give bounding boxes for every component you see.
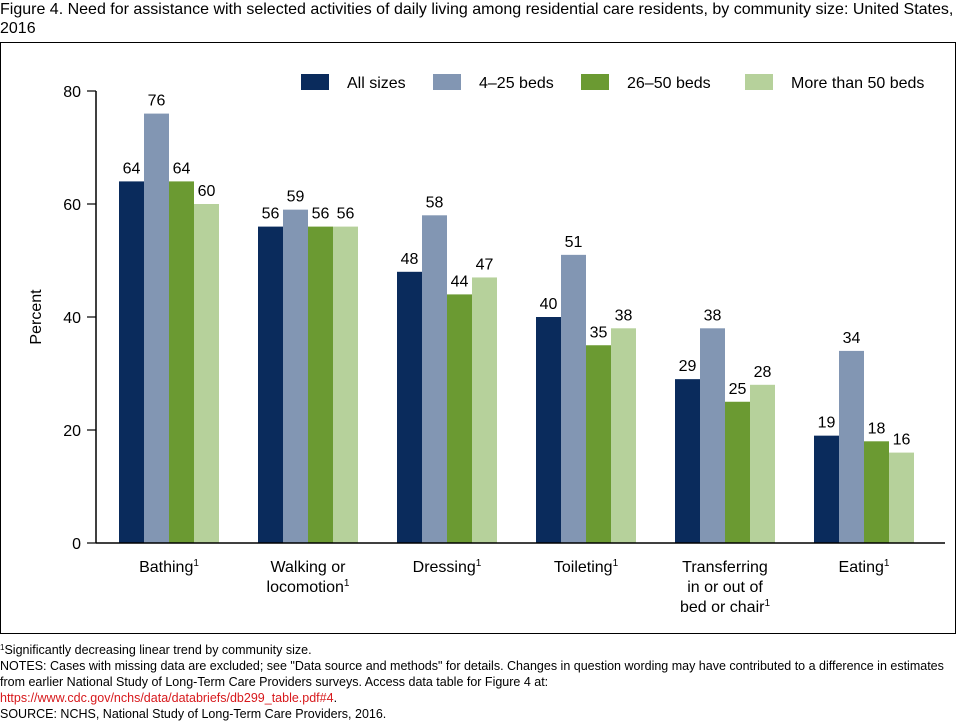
bar-more-than-50-beds — [889, 452, 914, 543]
trend-footnote: 1Significantly decreasing linear trend b… — [0, 640, 958, 658]
bar-value-label: 47 — [476, 256, 494, 273]
figure-title: Figure 4. Need for assistance with selec… — [0, 1, 954, 37]
legend-swatch-4-25-beds — [433, 74, 461, 90]
bar-value-label: 38 — [704, 307, 722, 324]
bar-all-sizes — [536, 317, 561, 543]
notes-text: NOTES: Cases with missing data are exclu… — [0, 658, 958, 706]
legend-label-all-sizes: All sizes — [347, 75, 406, 92]
bar-value-label: 40 — [540, 296, 558, 313]
y-tick-label: 40 — [63, 310, 81, 327]
bar-all-sizes — [119, 181, 144, 543]
x-category-label: Toileting1 — [554, 558, 619, 576]
bar-value-label: 64 — [173, 160, 191, 177]
legend-swatch-all-sizes — [301, 74, 329, 90]
legend-label-more-than-50-beds: More than 50 beds — [791, 75, 924, 92]
bar-4-25-beds — [144, 113, 169, 543]
bar-more-than-50-beds — [472, 277, 497, 543]
chart-frame: All sizes 4–25 beds 26–50 beds More than 50… — [0, 42, 956, 634]
bar-value-label: 19 — [818, 415, 836, 432]
notes-body: NOTES: Cases with missing data are exclu… — [0, 659, 944, 689]
bar-26-50-beds — [725, 401, 750, 543]
bar-26-50-beds — [169, 181, 194, 543]
x-category-label: Walking or — [271, 559, 347, 576]
footnote-marker: 1 — [0, 643, 5, 652]
y-axis: 0 20 40 60 80 Percent — [28, 84, 97, 553]
bar-value-label: 29 — [679, 358, 697, 375]
x-category-label: in or out of — [687, 579, 763, 596]
bar-all-sizes — [258, 226, 283, 543]
bar-26-50-beds — [586, 345, 611, 543]
bar-value-label: 44 — [451, 273, 469, 290]
bar-4-25-beds — [700, 328, 725, 543]
legend-swatch-more-than-50-beds — [745, 74, 773, 90]
bar-value-label: 51 — [565, 234, 583, 251]
bar-more-than-50-beds — [194, 204, 219, 543]
bar-value-label: 34 — [843, 330, 861, 347]
source-text: SOURCE: NCHS, National Study of Long-Ter… — [0, 707, 387, 721]
bar-4-25-beds — [839, 350, 864, 543]
trend-footnote-text: Significantly decreasing linear trend by… — [4, 643, 312, 657]
link-suffix: . — [333, 691, 338, 705]
bar-value-label: 25 — [729, 381, 747, 398]
bar-26-50-beds — [447, 294, 472, 543]
bar-value-label: 18 — [868, 420, 886, 437]
y-tick-label: 20 — [63, 423, 81, 440]
bar-value-label: 35 — [590, 324, 608, 341]
legend-label-4-25-beds: 4–25 beds — [479, 75, 554, 92]
bar-more-than-50-beds — [333, 226, 358, 543]
legend-swatch-26-50-beds — [581, 74, 609, 90]
bars: 64 76 64 60 56 59 56 56 48 58 44 47 40 51 35 38 29 38 25 28… — [119, 93, 914, 544]
x-category-label: Bathing1 — [139, 558, 199, 576]
bar-value-label: 16 — [893, 432, 911, 449]
bar-value-label: 64 — [123, 160, 141, 177]
bar-more-than-50-beds — [750, 384, 775, 543]
y-tick-label: 0 — [72, 536, 81, 553]
x-category-label: Dressing1 — [413, 558, 482, 576]
bar-all-sizes — [675, 379, 700, 543]
footnotes: 1Significantly decreasing linear trend b… — [0, 640, 958, 722]
bar-26-50-beds — [864, 441, 889, 543]
bar-26-50-beds — [308, 226, 333, 543]
legend-label-26-50-beds: 26–50 beds — [627, 75, 711, 92]
bar-value-label: 60 — [198, 183, 216, 200]
bar-chart: All sizes 4–25 beds 26–50 beds More than 50… — [28, 74, 945, 616]
y-tick-label: 80 — [63, 84, 81, 101]
bar-value-label: 76 — [148, 93, 166, 110]
bar-all-sizes — [814, 435, 839, 543]
bar-all-sizes — [397, 271, 422, 543]
x-axis: Bathing1 Walking or locomotion1 Dressing1 To… — [96, 542, 945, 616]
bar-value-label: 56 — [337, 206, 355, 223]
x-category-label: Transferring — [682, 559, 768, 576]
legend: All sizes 4–25 beds 26–50 beds More than 50… — [301, 74, 924, 92]
bar-4-25-beds — [283, 209, 308, 543]
y-axis-label: Percent — [28, 289, 45, 345]
bar-value-label: 38 — [615, 307, 633, 324]
bar-value-label: 58 — [426, 194, 444, 211]
x-category-label: locomotion1 — [267, 578, 350, 596]
bar-more-than-50-beds — [611, 328, 636, 543]
bar-value-label: 59 — [287, 189, 305, 206]
bar-value-label: 28 — [754, 364, 772, 381]
x-category-label: bed or chair1 — [680, 598, 771, 616]
bar-4-25-beds — [422, 215, 447, 544]
x-category-label: Eating1 — [839, 558, 890, 576]
bar-value-label: 56 — [262, 206, 280, 223]
bar-value-label: 56 — [312, 206, 330, 223]
data-table-link[interactable]: https://www.cdc.gov/nchs/data/databriefs… — [0, 691, 334, 705]
bar-4-25-beds — [561, 254, 586, 543]
bar-value-label: 48 — [401, 251, 419, 268]
y-tick-label: 60 — [63, 197, 81, 214]
